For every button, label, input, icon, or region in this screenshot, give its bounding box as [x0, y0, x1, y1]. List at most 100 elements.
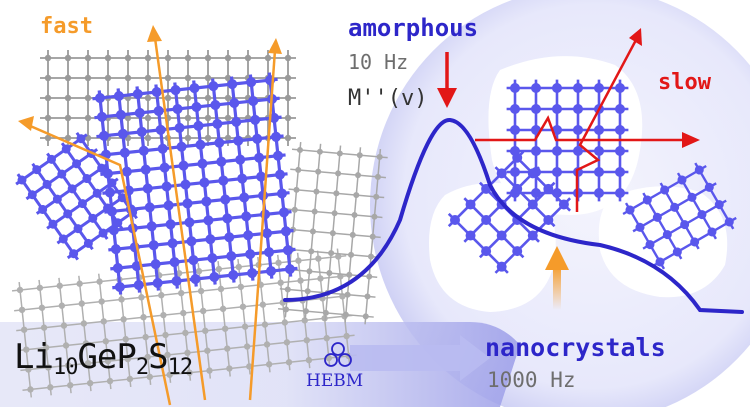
lattice-node: [271, 131, 282, 142]
lattice-node: [201, 196, 212, 207]
grey-lattice-right: [278, 141, 388, 325]
lattice-node: [100, 318, 107, 325]
lattice-node: [86, 379, 94, 387]
lattice-node: [146, 373, 153, 381]
lattice-node: [118, 296, 125, 303]
lattice-node: [44, 134, 52, 142]
lattice-node: [204, 94, 212, 102]
lattice-node: [212, 118, 223, 129]
lattice-node: [276, 188, 287, 199]
lattice-node: [42, 344, 50, 351]
lattice-node: [573, 146, 583, 156]
lattice-node: [166, 371, 173, 379]
lattice-node: [140, 314, 147, 321]
lattice-node: [594, 83, 604, 93]
slow-label: slow: [658, 70, 711, 95]
fast-arrow-middle: [153, 37, 207, 401]
lattice-node: [573, 125, 583, 135]
lattice-node: [120, 316, 127, 323]
lattice-node: [36, 284, 44, 292]
lattice-node: [527, 230, 538, 241]
lattice-node: [510, 167, 520, 177]
lattice-node: [184, 114, 192, 122]
lattice-node: [237, 283, 245, 291]
lattice-node: [144, 353, 151, 361]
lattice-node: [228, 270, 239, 281]
lattice-node: [210, 99, 221, 110]
lattice-node: [353, 192, 360, 199]
lattice-node: [171, 276, 182, 287]
arrow-icon: [18, 116, 34, 131]
lattice-node: [142, 183, 153, 194]
lattice-node: [112, 263, 123, 274]
lattice-node: [336, 150, 343, 157]
lattice-node: [362, 313, 369, 320]
lattice-node: [64, 74, 72, 82]
lattice-node: [178, 160, 189, 171]
lattice-node: [18, 306, 26, 314]
lattice-node: [174, 122, 185, 133]
lattice-node: [205, 234, 216, 245]
lattice-node: [527, 199, 538, 210]
lattice-node: [349, 231, 356, 238]
lattice-node: [195, 139, 206, 150]
lattice-node: [184, 349, 191, 357]
lattice-node: [160, 311, 167, 319]
lattice-node: [543, 183, 554, 194]
slow-arrow-diagonal: [575, 39, 638, 212]
lattice-node: [343, 332, 350, 340]
lattice-node: [315, 168, 322, 175]
lattice-node: [243, 230, 254, 241]
lattice-node: [235, 263, 242, 271]
fast-arrow-right: [248, 49, 277, 401]
lattice-node: [155, 124, 166, 135]
lattice-node: [224, 232, 235, 243]
lattice-node: [84, 94, 92, 102]
lattice-node: [170, 85, 181, 96]
lattice-node: [293, 186, 300, 193]
lattice-node: [346, 271, 353, 278]
lattice-node: [326, 270, 333, 277]
lattice-node: [496, 168, 507, 179]
lattice-node: [642, 195, 652, 205]
lattice-node: [266, 266, 277, 277]
lattice-node: [61, 144, 71, 154]
lattice-node: [247, 268, 258, 279]
lattice-node: [119, 147, 130, 158]
nano-lattice-right: [622, 162, 737, 270]
lattice-node: [229, 97, 240, 108]
lattice-node: [543, 215, 554, 225]
lattice-node: [635, 222, 645, 232]
lattice-node: [672, 247, 682, 257]
lattice-node: [245, 249, 256, 260]
lattice-node: [45, 364, 52, 371]
lattice-node: [38, 204, 48, 214]
lattice-node: [40, 324, 48, 331]
lattice-node: [82, 174, 92, 184]
lattice-node: [510, 104, 520, 114]
lattice-node: [366, 273, 373, 280]
lattice-node: [47, 384, 54, 391]
lattice-node: [306, 268, 313, 275]
lattice-node: [284, 286, 291, 293]
lattice-node: [552, 104, 562, 114]
lattice-node: [323, 335, 330, 342]
lattice-node: [252, 133, 263, 144]
lattice-node: [280, 226, 291, 237]
lattice-node: [217, 285, 225, 293]
lattice-node: [126, 375, 134, 383]
lattice-node: [76, 134, 86, 144]
lattice-node: [224, 114, 232, 122]
lattice-node: [615, 188, 625, 198]
lattice-node: [264, 247, 275, 258]
lattice-node: [184, 134, 192, 142]
lattice-node: [264, 54, 272, 62]
lattice-node: [25, 366, 32, 373]
lattice-node: [95, 93, 105, 103]
lattice-node: [144, 134, 152, 142]
lattice-node: [27, 190, 37, 200]
lattice-node: [184, 54, 192, 62]
lattice-node: [133, 279, 144, 290]
lattice-node: [104, 74, 112, 82]
lattice-node: [76, 280, 83, 287]
